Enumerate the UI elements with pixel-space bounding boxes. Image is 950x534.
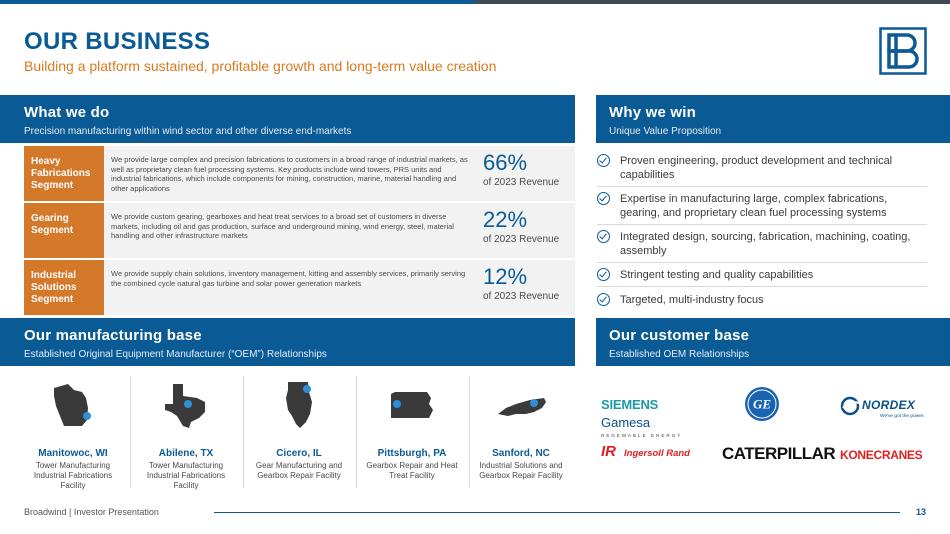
- footer-divider: [214, 512, 900, 513]
- top-accent-bar: [0, 0, 950, 4]
- nordex-logo: NORDEX We've got the power.: [840, 394, 926, 424]
- location-description: Gearbox Repair and Heat Treat Facility: [366, 461, 458, 480]
- nordex-swoosh-icon: [840, 396, 860, 416]
- ingersoll-rand-logo-word: Ingersoll Rand: [624, 448, 690, 459]
- location-name: Cicero, IL: [276, 448, 322, 459]
- broadwind-logo-icon: [879, 27, 927, 75]
- what-we-do-title: What we do: [24, 104, 110, 121]
- segment-description: We provide large complex and precision f…: [111, 155, 468, 193]
- check-circle-icon: [597, 230, 610, 243]
- what-we-do-header: What we do Precision manufacturing withi…: [0, 95, 575, 143]
- why-item: Stringent testing and quality capabiliti…: [597, 268, 927, 282]
- what-we-do-subtitle: Precision manufacturing within wind sect…: [24, 126, 352, 137]
- gamesa-logo-word: Gamesa: [601, 415, 651, 430]
- why-item: Expertise in manufacturing large, comple…: [597, 192, 927, 220]
- why-item-text: Integrated design, sourcing, fabrication…: [620, 231, 911, 257]
- divider: [243, 376, 244, 488]
- location-description: Gear Manufacturing and Gearbox Repair Fa…: [255, 461, 343, 480]
- page-number: 13: [916, 507, 927, 517]
- nordex-logo-word: NORDEX: [862, 398, 916, 412]
- divider: [469, 376, 470, 488]
- konecranes-logo: KONECRANES: [840, 448, 923, 462]
- siemens-gamesa-logo: SIEMENS Gamesa RENEWABLE ENERGY: [601, 396, 701, 438]
- location-abilene: Abilene, TX Tower Manufacturing Industri…: [130, 376, 242, 490]
- why-item: Targeted, multi-industry focus: [597, 293, 927, 307]
- why-item-text: Stringent testing and quality capabiliti…: [620, 269, 814, 281]
- why-item: Integrated design, sourcing, fabrication…: [597, 230, 927, 258]
- page-subtitle: Building a platform sustained, profitabl…: [24, 58, 497, 74]
- top-accent-bar-blue: [0, 0, 475, 4]
- check-circle-icon: [597, 192, 610, 205]
- why-we-win-header: Why we win Unique Value Proposition: [596, 95, 950, 143]
- check-circle-icon: [597, 293, 610, 306]
- segment-revenue-label: of 2023 Revenue: [483, 234, 560, 245]
- segment-revenue-label: of 2023 Revenue: [483, 291, 560, 302]
- why-we-win-subtitle: Unique Value Proposition: [609, 126, 722, 137]
- ingersoll-rand-logo: IR Ingersoll Rand: [601, 443, 701, 467]
- why-item-text: Proven engineering, product development …: [620, 155, 893, 181]
- location-pittsburgh: Pittsburgh, PA Gearbox Repair and Heat T…: [356, 376, 468, 488]
- segment-description: We provide supply chain solutions, inven…: [111, 269, 466, 288]
- divider: [130, 376, 131, 488]
- page-title: OUR BUSINESS: [24, 28, 211, 55]
- divider: [597, 186, 927, 187]
- segment-label: Gearing Segment: [24, 203, 104, 258]
- location-name: Pittsburgh, PA: [377, 448, 447, 459]
- top-accent-bar-gray: [475, 0, 950, 4]
- divider: [597, 262, 927, 263]
- divider: [597, 224, 927, 225]
- customer-base-title: Our customer base: [609, 327, 750, 344]
- location-description: Tower Manufacturing Industrial Fabricati…: [146, 461, 226, 490]
- location-name: Abilene, TX: [158, 448, 214, 459]
- illinois-map-icon: [286, 382, 312, 428]
- manufacturing-base-subtitle: Established Original Equipment Manufactu…: [24, 349, 327, 360]
- why-we-win-title: Why we win: [609, 104, 697, 121]
- location-description: Tower Manufacturing Industrial Fabricati…: [33, 461, 113, 490]
- location-name: Manitowoc, WI: [38, 448, 108, 459]
- location-cicero: Cicero, IL Gear Manufacturing and Gearbo…: [243, 376, 355, 488]
- divider: [597, 286, 927, 287]
- segment-row-gearing: Gearing Segment We provide custom gearin…: [24, 203, 575, 258]
- segment-label: Heavy Fabrications Segment: [24, 146, 104, 201]
- manufacturing-base-title: Our manufacturing base: [24, 327, 202, 344]
- wisconsin-map-icon: [54, 384, 91, 426]
- segment-revenue-label: of 2023 Revenue: [483, 177, 560, 188]
- customer-base-subtitle: Established OEM Relationships: [609, 349, 750, 360]
- why-item-text: Targeted, multi-industry focus: [620, 294, 764, 306]
- north-carolina-map-icon: [498, 398, 546, 416]
- ir-logo-badge: IR: [601, 443, 616, 460]
- footer-text: Broadwind | Investor Presentation: [24, 507, 159, 517]
- location-name: Sanford, NC: [492, 448, 550, 459]
- ge-logo-text: GE: [753, 397, 771, 412]
- manufacturing-base-header: Our manufacturing base Established Origi…: [0, 318, 575, 366]
- segment-row-heavy-fabrications: Heavy Fabrications Segment We provide la…: [24, 146, 575, 201]
- pennsylvania-map-icon: [391, 392, 433, 418]
- siemens-gamesa-tagline: RENEWABLE ENERGY: [601, 433, 683, 438]
- segment-row-industrial-solutions: Industrial Solutions Segment We provide …: [24, 260, 575, 315]
- nordex-tagline: We've got the power.: [880, 414, 925, 419]
- segment-revenue-percent: 22%: [483, 207, 528, 232]
- why-item-text: Expertise in manufacturing large, comple…: [620, 193, 888, 219]
- ge-logo-icon: GE: [745, 387, 779, 421]
- segment-revenue-percent: 12%: [483, 264, 528, 289]
- check-circle-icon: [597, 154, 610, 167]
- check-circle-icon: [597, 268, 610, 281]
- caterpillar-logo: CATERPILLAR: [722, 444, 836, 463]
- siemens-logo-word: SIEMENS: [601, 397, 659, 412]
- why-item: Proven engineering, product development …: [597, 154, 927, 182]
- texas-map-icon: [165, 384, 205, 428]
- location-sanford: Sanford, NC Industrial Solutions and Gea…: [465, 376, 577, 488]
- segment-revenue-percent: 66%: [483, 150, 528, 175]
- customer-base-header: Our customer base Established OEM Relati…: [596, 318, 950, 366]
- divider: [356, 376, 357, 488]
- location-description: Industrial Solutions and Gearbox Repair …: [479, 461, 563, 480]
- segment-label: Industrial Solutions Segment: [24, 260, 104, 315]
- segment-description: We provide custom gearing, gearboxes and…: [111, 212, 454, 241]
- location-manitowoc: Manitowoc, WI Tower Manufacturing Indust…: [17, 376, 129, 490]
